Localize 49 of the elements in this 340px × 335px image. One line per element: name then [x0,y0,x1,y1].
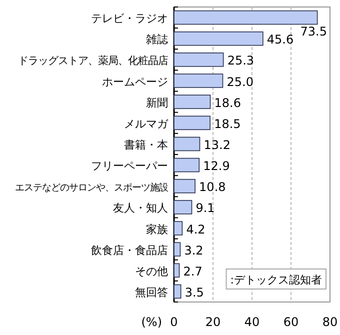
y-tick-label: メルマガ [124,117,169,130]
data-label: 25.0 [226,74,254,89]
data-label: 9.1 [196,201,215,216]
data-label: 2.7 [183,264,202,278]
y-tick-label: 友人・知人 [113,202,168,215]
bar [174,200,192,214]
data-label: 13.2 [204,138,230,152]
data-label: 18.5 [214,116,241,131]
bar [174,74,224,88]
y-tick-label: テレビ・ラジオ [91,12,168,26]
data-label: 4.2 [186,222,206,236]
data-label: 10.8 [199,180,226,194]
data-label: 18.6 [214,96,241,110]
x-tick-label: 40 [244,315,260,329]
y-tick-label: ドラッグストア、薬局、化粧品店 [18,55,168,68]
data-label: 3.5 [184,285,204,300]
bar [174,284,182,299]
annotation: :デトックス認知者 [230,274,322,286]
data-label: 12.9 [203,159,230,174]
y-tick-label: ホームページ [102,75,168,88]
bar [174,94,211,109]
x-axis-title: (%) [141,315,162,329]
bar [174,116,210,130]
data-label: 45.6 [266,32,294,47]
y-tick-label: 雑誌 [146,33,168,46]
y-tick-label: 無回答 [135,286,168,299]
bar [174,221,183,236]
y-tick-label: 飲食店・食品店 [91,244,168,257]
data-label: 3.2 [184,243,204,258]
y-tick-label: エステなどのサロンや、スポーツ施設 [15,182,168,194]
x-tick-label: 80 [322,315,338,329]
bar [174,178,196,194]
y-tick-label: 新聞 [146,96,168,110]
x-tick-label: 60 [283,315,299,329]
bar [174,136,200,152]
y-tick-label: 家族 [146,222,168,236]
data-label: 25.3 [227,54,254,68]
bar [174,31,264,46]
y-tick-label: その他 [135,264,168,278]
data-label: 73.5 [300,24,327,38]
x-tick-label: 20 [205,315,221,329]
y-tick-label: フリーペーパー [91,160,168,173]
bar [174,158,200,172]
x-tick-label: 0 [170,315,178,329]
bar [174,52,224,67]
bar [174,242,181,256]
bar [174,10,318,25]
y-tick-label: 書籍・本 [124,138,168,152]
bar [174,263,180,278]
